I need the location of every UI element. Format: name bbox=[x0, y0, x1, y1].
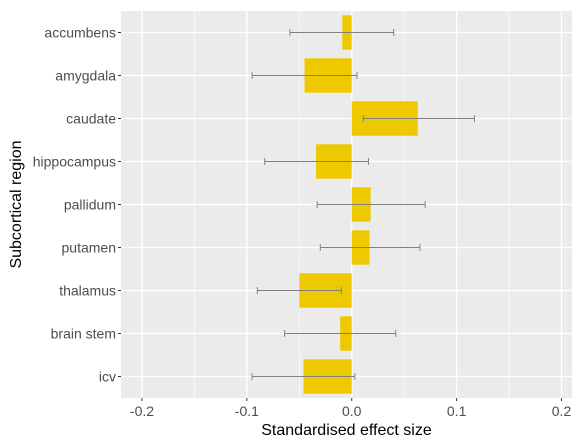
error-bar-accumbens bbox=[289, 29, 395, 36]
error-bar-hippocampus bbox=[264, 158, 370, 165]
y-tick-label: amygdala bbox=[55, 68, 116, 84]
error-bar-pallidum bbox=[316, 201, 426, 208]
error-bar-amygdala bbox=[251, 72, 358, 79]
y-tick-label: hippocampus bbox=[33, 154, 116, 170]
y-tick-label: putamen bbox=[62, 240, 116, 256]
x-axis: -0.2 -0.1 0.0 0.1 0.2 bbox=[130, 398, 572, 419]
error-bar-icv bbox=[251, 373, 356, 380]
y-tick-label: brain stem bbox=[51, 326, 116, 342]
y-tick-label: accumbens bbox=[44, 25, 116, 41]
error-bar-putamen bbox=[319, 244, 421, 251]
x-tick-label: -0.1 bbox=[235, 403, 259, 419]
x-tick-label: -0.2 bbox=[130, 403, 154, 419]
y-axis-title: Subcortical region bbox=[8, 140, 25, 268]
error-bar-caudate bbox=[362, 115, 475, 122]
y-tick-label: icv bbox=[99, 369, 116, 385]
error-bars bbox=[251, 29, 475, 380]
x-tick-label: 0.1 bbox=[447, 403, 467, 419]
y-tick-label: pallidum bbox=[64, 197, 116, 213]
error-bar-thalamus bbox=[256, 287, 342, 294]
y-tick-label: caudate bbox=[66, 111, 116, 127]
x-tick-label: 0.2 bbox=[552, 403, 572, 419]
error-bar-brain-stem bbox=[284, 330, 397, 337]
x-axis-title: Standardised effect size bbox=[261, 422, 432, 439]
y-axis: accumbens amygdala caudate hippocampus palli… bbox=[33, 25, 121, 385]
x-tick-label: 0.0 bbox=[342, 403, 362, 419]
y-tick-label: thalamus bbox=[59, 283, 116, 299]
